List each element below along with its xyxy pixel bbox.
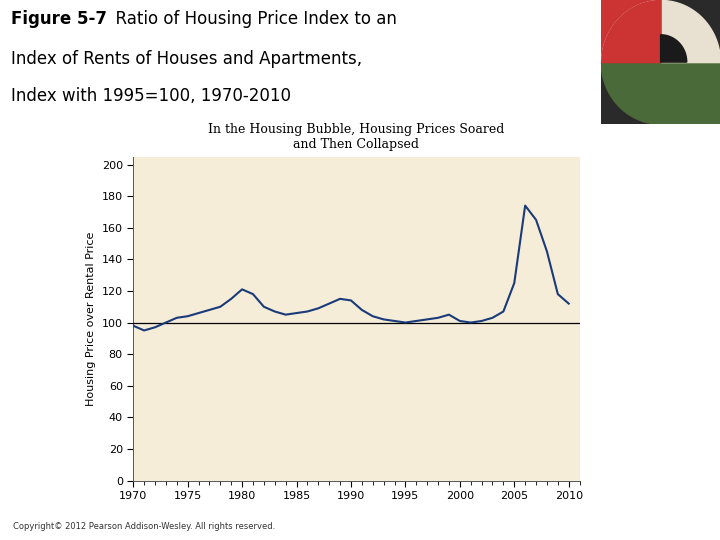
Polygon shape bbox=[601, 62, 660, 124]
Text: 5-20: 5-20 bbox=[647, 518, 685, 532]
Bar bbox=[660, 62, 720, 124]
Bar bbox=[601, 62, 660, 124]
Y-axis label: Housing Price over Rental Price: Housing Price over Rental Price bbox=[86, 232, 96, 406]
Polygon shape bbox=[660, 35, 687, 62]
Title: In the Housing Bubble, Housing Prices Soared
and Then Collapsed: In the Housing Bubble, Housing Prices So… bbox=[208, 123, 505, 151]
Text: Index of Rents of Houses and Apartments,: Index of Rents of Houses and Apartments, bbox=[11, 50, 362, 68]
Bar bbox=[660, 0, 720, 62]
Text: Ratio of Housing Price Index to an: Ratio of Housing Price Index to an bbox=[105, 10, 397, 28]
Text: Index with 1995=100, 1970-2010: Index with 1995=100, 1970-2010 bbox=[11, 87, 291, 105]
Text: Figure 5-7: Figure 5-7 bbox=[11, 10, 107, 28]
Bar bbox=[601, 0, 660, 62]
Text: Copyright© 2012 Pearson Addison-Wesley. All rights reserved.: Copyright© 2012 Pearson Addison-Wesley. … bbox=[13, 522, 275, 531]
